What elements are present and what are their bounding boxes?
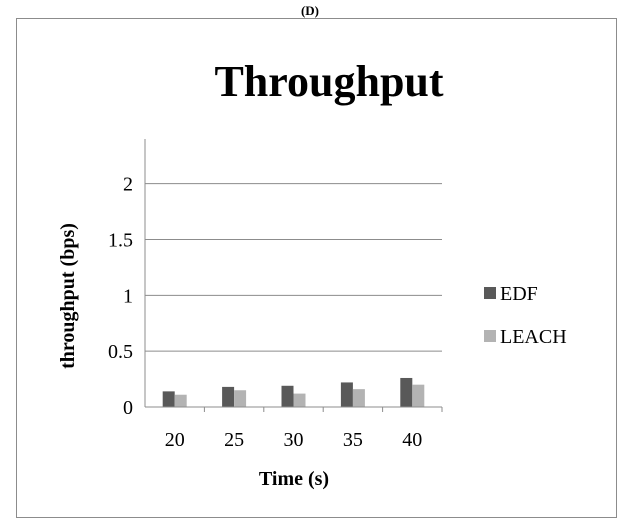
- legend-swatch-edf: [484, 287, 496, 299]
- legend-label-edf: EDF: [500, 283, 538, 305]
- x-tick-label: 35: [343, 429, 363, 451]
- x-tick-label: 40: [402, 429, 422, 451]
- y-tick-label: 0.5: [108, 341, 133, 363]
- bar-edf-30: [281, 385, 294, 407]
- x-tick-label: 30: [284, 429, 304, 451]
- panel-label: (D): [300, 3, 320, 18]
- throughput-chart: Throughput throughput (bps) Time (s) 0 0.…: [57, 57, 567, 490]
- legend-label-leach: LEACH: [500, 326, 567, 348]
- legend: EDF LEACH: [484, 283, 567, 348]
- y-tick-label: 2: [123, 174, 133, 196]
- x-tick-label: 20: [165, 429, 185, 451]
- bar-leach-25: [234, 390, 247, 407]
- legend-swatch-leach: [484, 330, 496, 342]
- y-tick-labels: 0 0.5 1 1.5 2: [108, 174, 133, 419]
- bar-edf-20: [162, 391, 175, 407]
- bar-edf-25: [222, 386, 235, 407]
- gridlines: [145, 183, 442, 352]
- y-axis-title: throughput (bps): [57, 223, 79, 369]
- x-axis-title: Time (s): [259, 468, 329, 490]
- x-tick-label: 25: [224, 429, 244, 451]
- bar-edf-35: [340, 382, 353, 407]
- bar-edf-40: [400, 377, 413, 407]
- y-tick-label: 1.5: [108, 230, 133, 252]
- axes: [144, 139, 443, 412]
- y-tick-label: 0: [123, 397, 133, 419]
- bar-leach-30: [293, 393, 306, 407]
- bar-leach-35: [352, 389, 365, 407]
- chart-title: Throughput: [214, 57, 443, 106]
- bar-leach-40: [412, 384, 425, 407]
- bar-leach-20: [174, 394, 187, 407]
- y-tick-label: 1: [123, 285, 133, 307]
- chart-area: Throughput throughput (bps) Time (s) 0 0.…: [16, 18, 617, 518]
- bars: [162, 377, 425, 407]
- x-tick-labels: 20 25 30 35 40: [165, 429, 423, 451]
